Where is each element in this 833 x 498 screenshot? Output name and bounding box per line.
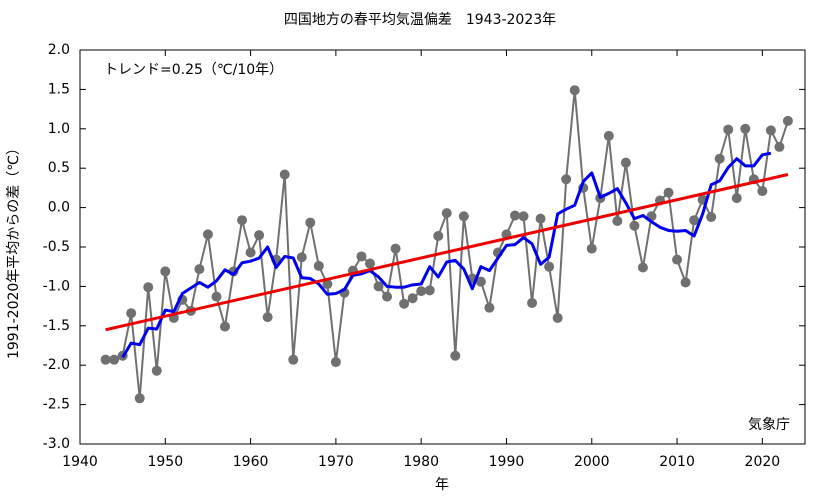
x-tick-label: 1960: [233, 454, 269, 470]
data-point: [237, 215, 248, 226]
data-point: [714, 153, 725, 164]
data-point: [143, 282, 154, 293]
data-point: [672, 254, 683, 265]
data-point: [740, 123, 751, 134]
data-point: [458, 211, 469, 222]
data-point: [313, 260, 324, 271]
data-point: [407, 293, 418, 304]
data-point: [544, 261, 555, 272]
data-point: [663, 187, 674, 198]
data-point: [330, 357, 341, 368]
data-point: [126, 308, 137, 319]
y-tick-label: 2.0: [48, 42, 70, 58]
data-point: [288, 354, 299, 365]
data-point: [535, 213, 546, 224]
x-tick-label: 1950: [147, 454, 183, 470]
y-tick-label: -3.0: [43, 436, 70, 452]
data-point: [433, 230, 444, 241]
data-point: [586, 243, 597, 254]
plot-frame: [79, 49, 806, 445]
data-point: [254, 230, 265, 241]
y-tick-label: 0.5: [48, 160, 70, 176]
data-point: [202, 229, 213, 240]
data-point: [399, 298, 410, 309]
y-tick-label: -0.5: [43, 239, 70, 255]
y-axis-label: 1991-2020年平均からの差（℃）: [6, 141, 22, 359]
data-point: [134, 393, 145, 404]
data-point: [305, 217, 316, 228]
data-point: [603, 130, 614, 141]
data-point: [382, 291, 393, 302]
y-tick-label: -1.0: [43, 278, 70, 294]
x-tick-label: 2000: [574, 454, 610, 470]
data-point: [390, 243, 401, 254]
trend-annotation: トレンド=0.25（℃/10年）: [104, 62, 283, 78]
data-point: [765, 125, 776, 136]
source-annotation: 気象庁: [748, 417, 790, 433]
data-point: [484, 302, 495, 313]
data-point: [424, 285, 435, 296]
data-point: [620, 157, 631, 168]
chart-title: 四国地方の春平均気温偏差 1943-2023年: [284, 12, 556, 28]
data-point: [194, 264, 205, 275]
data-point: [416, 286, 427, 297]
data-point: [322, 279, 333, 290]
data-point: [552, 312, 563, 323]
data-point: [527, 297, 538, 308]
y-tick-label: 0.0: [48, 200, 70, 216]
y-tick-label: -1.5: [43, 318, 70, 334]
data-point: [782, 115, 793, 126]
data-point: [518, 211, 529, 222]
data-point: [680, 277, 691, 288]
data-point: [774, 141, 785, 152]
data-point: [279, 169, 290, 180]
data-point: [612, 215, 623, 226]
x-tick-label: 1980: [403, 454, 439, 470]
data-point: [510, 210, 520, 221]
data-point: [100, 354, 111, 365]
data-point: [629, 220, 640, 231]
data-point: [356, 251, 367, 262]
series-line: [105, 173, 789, 332]
data-point: [109, 354, 120, 365]
data-point: [706, 212, 717, 223]
data-point: [731, 193, 742, 204]
x-tick-label: 2010: [659, 454, 695, 470]
series-line: [105, 89, 789, 400]
x-tick-label: 2020: [745, 454, 781, 470]
data-point: [723, 124, 734, 135]
x-tick-label: 1940: [62, 454, 98, 470]
data-point: [151, 365, 162, 376]
data-point: [637, 262, 648, 273]
data-point: [450, 350, 461, 361]
data-point: [220, 321, 230, 332]
data-point: [569, 85, 580, 96]
data-point: [441, 208, 452, 219]
data-point: [561, 174, 572, 185]
y-tick-label: 1.0: [48, 121, 70, 137]
y-tick-label: 1.5: [48, 81, 70, 97]
x-tick-label: 1990: [489, 454, 525, 470]
data-point: [211, 291, 222, 302]
series-line: [121, 151, 772, 359]
y-tick-label: -2.5: [43, 397, 70, 413]
x-axis-label: 年: [435, 477, 449, 493]
data-point: [365, 258, 375, 269]
data-point: [757, 186, 768, 197]
data-point: [373, 281, 384, 292]
y-tick-label: -2.0: [43, 357, 70, 373]
x-tick-label: 1970: [318, 454, 354, 470]
data-point: [296, 252, 307, 263]
data-point: [475, 276, 486, 287]
data-point: [160, 266, 171, 277]
data-point: [689, 215, 700, 226]
data-point: [262, 312, 273, 323]
data-point: [245, 247, 256, 258]
